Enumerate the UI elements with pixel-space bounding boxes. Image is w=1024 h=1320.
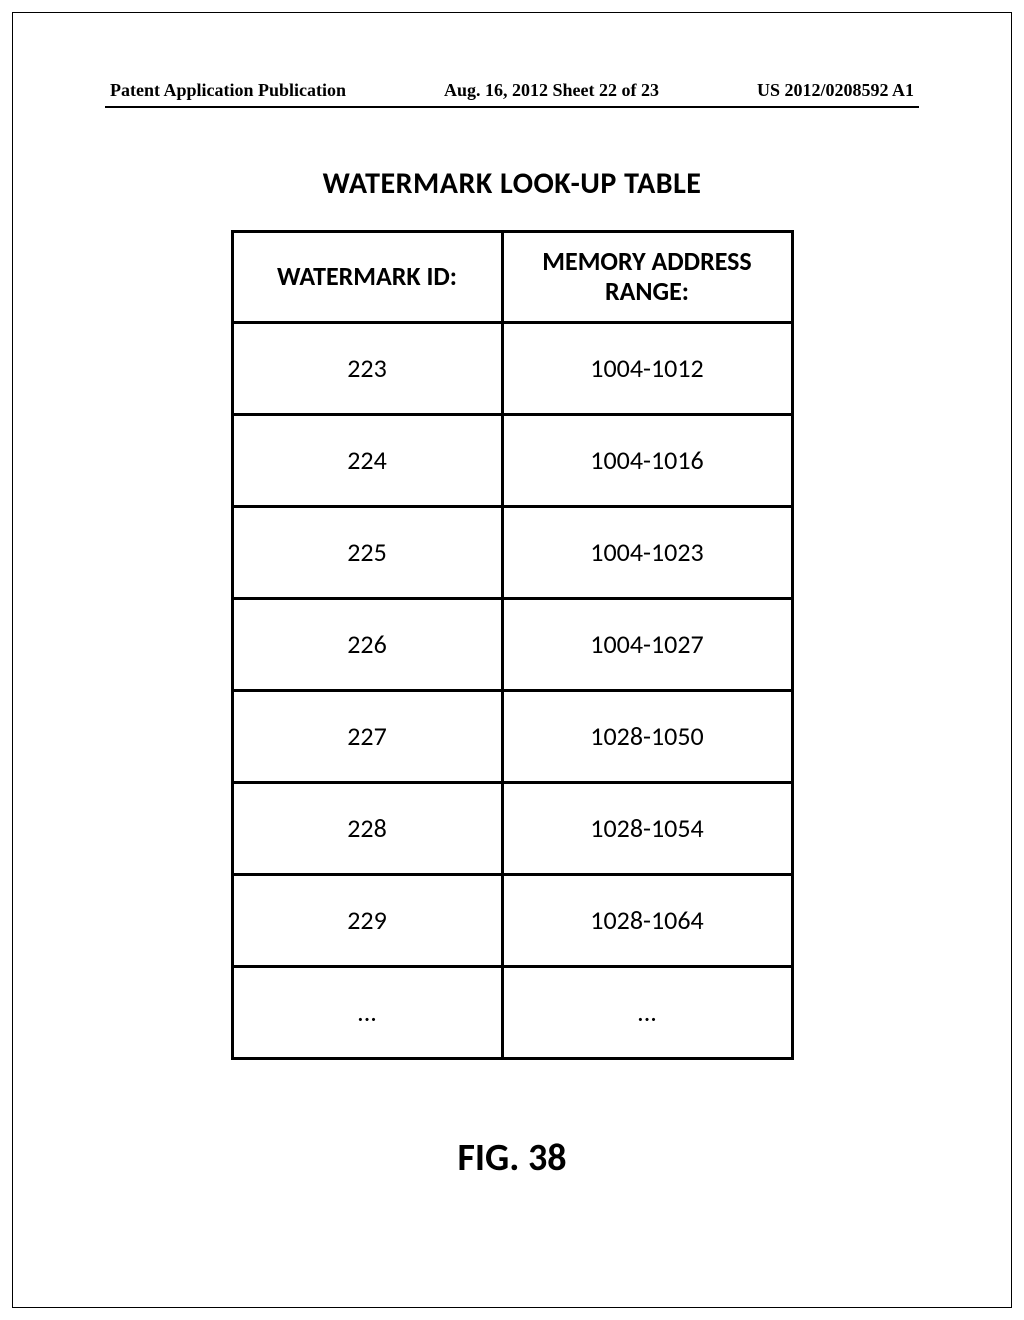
table-header-row: WATERMARK ID: MEMORY ADDRESS RANGE: — [232, 232, 792, 323]
table-row: 228 1028-1054 — [232, 782, 792, 874]
cell-watermark-id: 229 — [232, 874, 502, 966]
table-row: ... ... — [232, 966, 792, 1058]
cell-memory-address: 1004-1012 — [502, 322, 792, 414]
table-row: 226 1004-1027 — [232, 598, 792, 690]
cell-memory-address: 1028-1054 — [502, 782, 792, 874]
cell-memory-address: 1004-1023 — [502, 506, 792, 598]
figure-label: FIG. 38 — [0, 1135, 1024, 1181]
table-row: 227 1028-1050 — [232, 690, 792, 782]
cell-memory-address: ... — [502, 966, 792, 1058]
cell-memory-address: 1004-1027 — [502, 598, 792, 690]
table-row: 224 1004-1016 — [232, 414, 792, 506]
table-row: 223 1004-1012 — [232, 322, 792, 414]
table-title: WATERMARK LOOK-UP TABLE — [0, 165, 1024, 202]
header-rule — [105, 106, 919, 108]
cell-memory-address: 1028-1064 — [502, 874, 792, 966]
col-header-memory-address: MEMORY ADDRESS RANGE: — [502, 232, 792, 323]
table-row: 229 1028-1064 — [232, 874, 792, 966]
figure-content: WATERMARK LOOK-UP TABLE WATERMARK ID: ME… — [0, 165, 1024, 1181]
page-header: Patent Application Publication Aug. 16, … — [110, 80, 914, 101]
cell-watermark-id: 227 — [232, 690, 502, 782]
cell-memory-address: 1004-1016 — [502, 414, 792, 506]
cell-watermark-id: 225 — [232, 506, 502, 598]
col-header-watermark-id: WATERMARK ID: — [232, 232, 502, 323]
cell-watermark-id: 228 — [232, 782, 502, 874]
cell-watermark-id: 226 — [232, 598, 502, 690]
cell-watermark-id: ... — [232, 966, 502, 1058]
watermark-lookup-table: WATERMARK ID: MEMORY ADDRESS RANGE: 223 … — [231, 230, 794, 1060]
header-right: US 2012/0208592 A1 — [757, 80, 914, 101]
cell-memory-address: 1028-1050 — [502, 690, 792, 782]
table-row: 225 1004-1023 — [232, 506, 792, 598]
cell-watermark-id: 224 — [232, 414, 502, 506]
header-center: Aug. 16, 2012 Sheet 22 of 23 — [444, 80, 659, 101]
cell-watermark-id: 223 — [232, 322, 502, 414]
header-left: Patent Application Publication — [110, 80, 346, 101]
